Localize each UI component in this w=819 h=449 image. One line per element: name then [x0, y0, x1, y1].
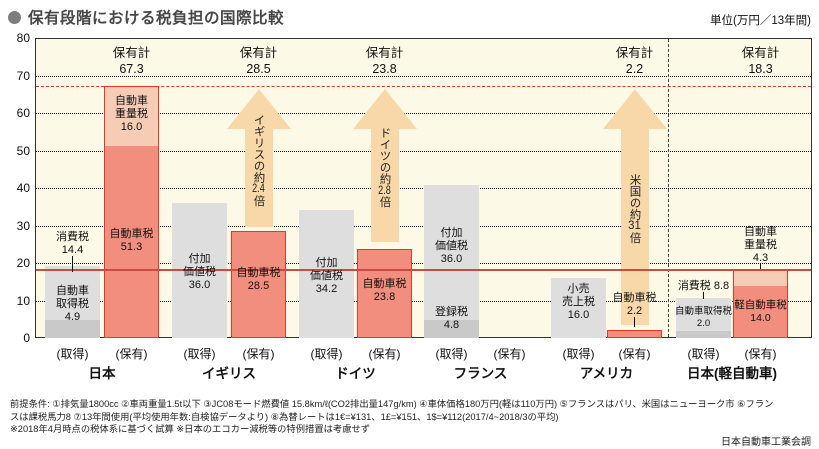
- arrow-label: イギリスの約 2.4 倍: [248, 93, 270, 228]
- arrow-label-part: イギリスの約: [252, 114, 265, 183]
- y-axis-tick: 20: [16, 256, 30, 270]
- axis-label: (保有): [744, 347, 777, 361]
- arrow-label-part: 2.4: [252, 183, 265, 195]
- country-label: フランス: [453, 366, 508, 381]
- gridline: [36, 150, 811, 152]
- axis-label: (取得): [183, 347, 216, 361]
- y-axis-tick: 80: [16, 31, 30, 45]
- bar-segment-自動車取得税: [45, 319, 100, 338]
- bar-segment-自動車税: [608, 330, 661, 337]
- y-axis-tick: 40: [16, 181, 30, 195]
- bar-segment-自動車重量税: [734, 270, 787, 287]
- y-axis-tick: 0: [23, 331, 30, 345]
- unit-label: 単位(万円／13年間): [710, 15, 811, 27]
- arrow-label: ドイツの約 2.8 倍: [374, 93, 396, 243]
- bar-acquisition: [45, 265, 100, 338]
- separator-line: [668, 39, 669, 337]
- reference-line-solid: [36, 269, 811, 272]
- footnote-line-3: ※2018年4月時点の税体系に基づく試算 ※日本のエコカー減税等の特例措置は考慮…: [10, 424, 371, 434]
- country-label: ドイツ: [335, 366, 376, 381]
- arrow-head-icon: [352, 88, 417, 129]
- bar-segment-小売売上税: [551, 278, 606, 338]
- arrow-shaft: [370, 127, 399, 243]
- bar-ownership: [104, 85, 159, 338]
- axis-label: (保有): [368, 347, 401, 361]
- bar-segment-消費税: [45, 265, 100, 320]
- arrow-label-part: 米国の約: [628, 174, 641, 221]
- bar-ownership: [733, 269, 788, 338]
- bar-segment-自動車税: [105, 146, 158, 337]
- country-label: イギリス: [202, 366, 256, 381]
- y-axis-tick: 60: [16, 106, 30, 120]
- arrow-label-part: 31: [628, 220, 641, 232]
- bar-acquisition: [551, 278, 606, 338]
- axis-label: (取得): [435, 347, 468, 361]
- gridline: [36, 188, 811, 189]
- bar-segment-自動車税: [232, 232, 285, 337]
- arrow-shaft: [244, 127, 273, 228]
- gridline: [36, 263, 811, 264]
- gridline: [36, 225, 811, 227]
- gridline: [36, 113, 811, 114]
- bar-segment-自動車重量税: [105, 86, 158, 147]
- y-axis-tick: 70: [16, 68, 30, 83]
- bar-ownership: [231, 231, 286, 338]
- footnote-line-1: 前提条件: ①排気量1800cc ②車両重量1.5t以下 ③JC08モード燃費値…: [10, 399, 774, 409]
- bar-ownership: [357, 248, 412, 338]
- label-tick: [760, 263, 761, 269]
- bar-segment-軽自動車税: [734, 286, 787, 337]
- bar-acquisition: [676, 297, 731, 338]
- label-tick: [634, 317, 635, 327]
- chart-header: 保有段階における税負担の国際比較 単位(万円／13年間): [8, 6, 811, 32]
- axis-label: (保有): [115, 347, 148, 361]
- arrow-label-part: 倍: [378, 196, 391, 208]
- axis-label: (取得): [56, 347, 89, 361]
- y-axis-tick: 30: [16, 218, 30, 233]
- arrow-label-part: ドイツの約: [378, 127, 391, 185]
- country-label: 日本(軽自動車): [687, 366, 777, 381]
- arrow-label: 米国の約 31 倍: [624, 93, 646, 325]
- arrow-label-part: 倍: [252, 194, 265, 207]
- bar-segment-自動車取得税: [676, 330, 731, 338]
- bar-segment-消費税: [676, 297, 731, 331]
- bar-segment-登録税: [424, 320, 479, 338]
- page-title: 保有段階における税負担の国際比較: [28, 10, 285, 27]
- bar-acquisition: [299, 209, 354, 338]
- arrow-label-part: 倍: [628, 231, 641, 244]
- label-tick: [72, 256, 73, 273]
- axis-label: (保有): [618, 347, 651, 361]
- y-axis-tick: 50: [16, 143, 30, 158]
- axis-label: (保有): [493, 347, 526, 361]
- reference-line-dashed: [36, 85, 811, 87]
- gridline: [36, 75, 811, 77]
- axis-label: (保有): [242, 347, 275, 361]
- label-tick: [703, 291, 704, 299]
- country-label: アメリカ: [579, 366, 634, 381]
- bar-segment-付加価値税: [299, 209, 354, 338]
- arrow-head-icon: [226, 88, 291, 129]
- footnote-line-2: スは課税馬力8 ⑦13年間使用(平均使用年数:自検協データより) ⑧為替レートは…: [10, 411, 559, 422]
- axis-label: (取得): [310, 347, 343, 361]
- bar-acquisition: [424, 185, 479, 338]
- country-label: 日本: [88, 366, 116, 381]
- y-axis-tick: 10: [16, 293, 30, 308]
- axis-label: (取得): [687, 347, 720, 361]
- bullet-icon: [8, 10, 21, 24]
- footnotes: 前提条件: ①排気量1800cc ②車両重量1.5t以下 ③JC08モード燃費値…: [10, 398, 811, 449]
- bar-segment-付加価値税: [424, 185, 479, 320]
- bar-segment-自動車税: [358, 249, 411, 337]
- gridline: [36, 300, 811, 302]
- arrow-head-icon: [602, 88, 667, 129]
- source-credit: 日本自動車工業会調: [721, 436, 811, 448]
- arrow-shaft: [620, 127, 649, 325]
- bar-ownership: [607, 329, 662, 338]
- axis-label: (取得): [562, 347, 595, 361]
- arrow-label-part: 2.8: [378, 184, 391, 197]
